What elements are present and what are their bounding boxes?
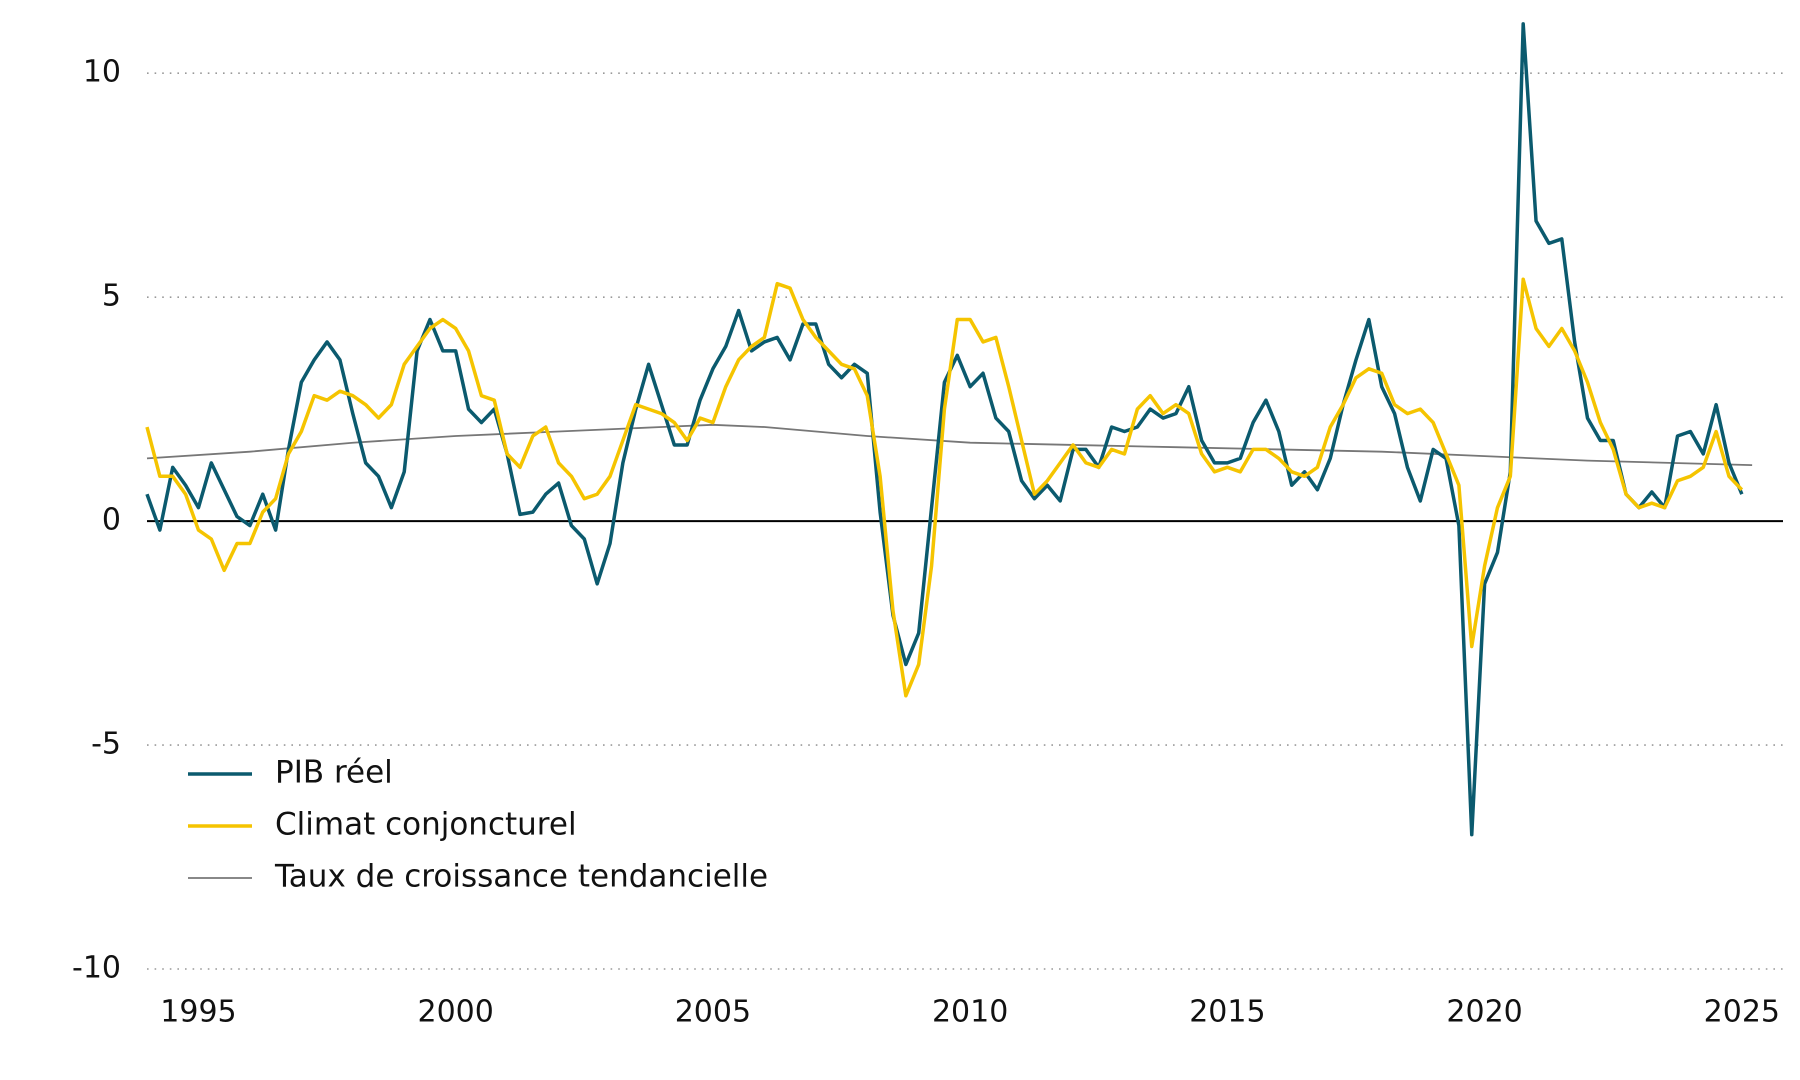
legend-label: PIB réel (275, 755, 393, 791)
x-tick-label: 2000 (417, 995, 493, 1030)
legend-label: Taux de croissance tendancielle (274, 859, 768, 895)
x-tick-label: 2020 (1446, 995, 1522, 1030)
series-line (146, 423, 1753, 466)
y-tick-label: -5 (91, 727, 121, 762)
x-tick-label: 2005 (675, 995, 751, 1030)
y-tick-label: 10 (83, 55, 121, 90)
y-tick-label: -10 (72, 951, 121, 986)
y-tick-label: 0 (102, 503, 121, 538)
x-tick-label: 2010 (932, 995, 1008, 1030)
series-line (145, 22, 1744, 837)
legend-label: Climat conjoncturel (275, 807, 577, 843)
grid (147, 72, 1783, 970)
legend: PIB réel Climat conjoncturel Taux de crois… (178, 749, 818, 909)
x-tick-label: 2025 (1704, 995, 1780, 1030)
y-tick-label: 5 (102, 279, 121, 314)
legend-background (178, 749, 818, 909)
x-tick-label: 2015 (1189, 995, 1265, 1030)
x-tick-label: 1995 (160, 995, 236, 1030)
series-line (145, 277, 1744, 698)
lines (145, 22, 1753, 837)
